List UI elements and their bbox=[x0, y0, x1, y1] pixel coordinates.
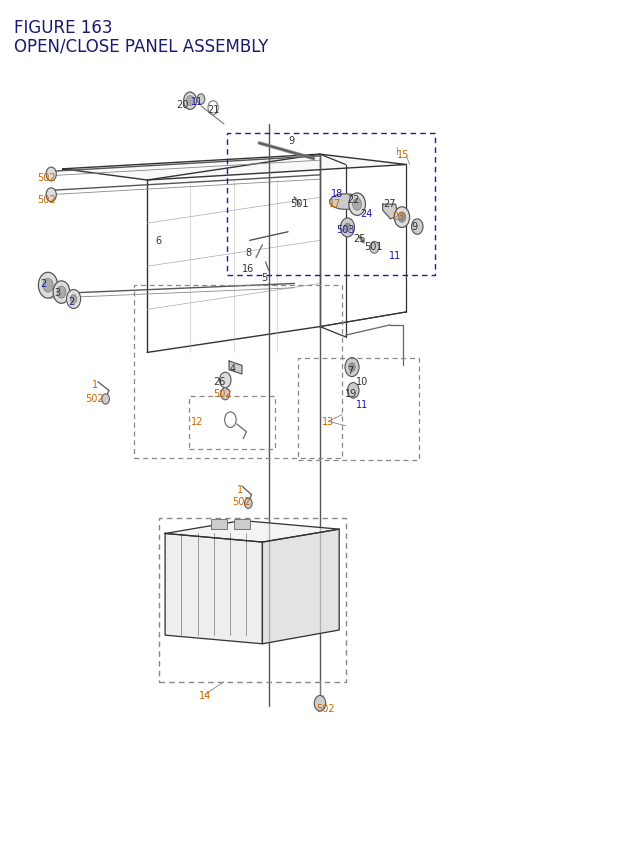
Circle shape bbox=[221, 388, 230, 400]
Text: FIGURE 163: FIGURE 163 bbox=[14, 19, 113, 37]
Text: 501: 501 bbox=[364, 242, 382, 252]
Text: 25: 25 bbox=[353, 233, 366, 244]
Text: 11: 11 bbox=[191, 96, 204, 107]
Polygon shape bbox=[330, 195, 362, 210]
Circle shape bbox=[57, 287, 66, 299]
Text: 19: 19 bbox=[344, 388, 357, 399]
Text: 23: 23 bbox=[392, 212, 405, 222]
Text: 13: 13 bbox=[322, 417, 335, 427]
Text: 502: 502 bbox=[213, 388, 232, 399]
Text: 4: 4 bbox=[229, 363, 236, 374]
Polygon shape bbox=[262, 530, 339, 644]
Text: 11: 11 bbox=[355, 400, 368, 410]
Circle shape bbox=[412, 220, 423, 235]
Circle shape bbox=[349, 194, 365, 216]
Text: 502: 502 bbox=[316, 703, 335, 713]
Text: 9: 9 bbox=[412, 221, 418, 232]
Circle shape bbox=[344, 224, 351, 232]
Bar bbox=[211, 519, 227, 530]
Text: 8: 8 bbox=[245, 248, 252, 258]
Text: 27: 27 bbox=[383, 199, 396, 209]
Polygon shape bbox=[229, 362, 242, 375]
Circle shape bbox=[186, 96, 194, 107]
Text: 14: 14 bbox=[198, 690, 211, 700]
Text: 20: 20 bbox=[176, 100, 189, 110]
Bar bbox=[134, 286, 342, 458]
Text: 10: 10 bbox=[355, 376, 368, 387]
Circle shape bbox=[345, 358, 359, 377]
Text: 502: 502 bbox=[232, 496, 252, 506]
Text: 26: 26 bbox=[213, 376, 226, 387]
Text: 18: 18 bbox=[331, 189, 344, 199]
Text: 17: 17 bbox=[328, 199, 341, 209]
Bar bbox=[189, 396, 275, 449]
Text: 1: 1 bbox=[92, 380, 98, 390]
Text: 3: 3 bbox=[54, 288, 61, 298]
Polygon shape bbox=[165, 521, 339, 542]
Text: 9: 9 bbox=[288, 135, 294, 146]
Circle shape bbox=[314, 696, 326, 711]
Text: 24: 24 bbox=[360, 208, 372, 219]
Circle shape bbox=[53, 282, 70, 304]
Circle shape bbox=[67, 290, 81, 309]
Text: 2: 2 bbox=[68, 296, 75, 307]
Text: 2: 2 bbox=[40, 279, 47, 289]
Bar bbox=[159, 518, 346, 682]
Circle shape bbox=[38, 273, 58, 299]
Circle shape bbox=[348, 383, 359, 399]
Circle shape bbox=[197, 95, 205, 105]
Text: 21: 21 bbox=[207, 105, 220, 115]
Circle shape bbox=[43, 279, 53, 293]
Text: 7: 7 bbox=[348, 365, 354, 375]
Polygon shape bbox=[63, 155, 406, 181]
Circle shape bbox=[394, 208, 410, 228]
Circle shape bbox=[370, 242, 379, 254]
Circle shape bbox=[244, 499, 252, 509]
Text: 16: 16 bbox=[242, 263, 255, 274]
Circle shape bbox=[184, 93, 196, 110]
Text: 502: 502 bbox=[85, 393, 104, 404]
Circle shape bbox=[46, 189, 56, 202]
Text: 15: 15 bbox=[397, 150, 410, 160]
Text: 503: 503 bbox=[337, 225, 355, 235]
Bar bbox=[227, 133, 435, 276]
Text: 5: 5 bbox=[261, 272, 268, 282]
Circle shape bbox=[102, 394, 109, 405]
Circle shape bbox=[46, 168, 56, 182]
Bar bbox=[234, 519, 250, 530]
Text: 6: 6 bbox=[156, 236, 162, 246]
Text: 22: 22 bbox=[348, 195, 360, 205]
Polygon shape bbox=[383, 205, 398, 220]
Text: 11: 11 bbox=[389, 251, 402, 261]
Circle shape bbox=[353, 199, 362, 211]
Text: 501: 501 bbox=[291, 199, 308, 209]
Circle shape bbox=[70, 295, 77, 304]
Circle shape bbox=[220, 373, 231, 388]
Polygon shape bbox=[165, 534, 262, 644]
Text: OPEN/CLOSE PANEL ASSEMBLY: OPEN/CLOSE PANEL ASSEMBLY bbox=[14, 37, 268, 55]
Text: 12: 12 bbox=[191, 417, 204, 427]
Text: 502: 502 bbox=[36, 173, 56, 183]
Circle shape bbox=[398, 213, 406, 223]
Text: 1: 1 bbox=[237, 484, 243, 494]
Circle shape bbox=[340, 219, 355, 238]
Circle shape bbox=[349, 363, 355, 372]
Text: 502: 502 bbox=[36, 195, 56, 205]
Bar bbox=[298, 359, 419, 461]
